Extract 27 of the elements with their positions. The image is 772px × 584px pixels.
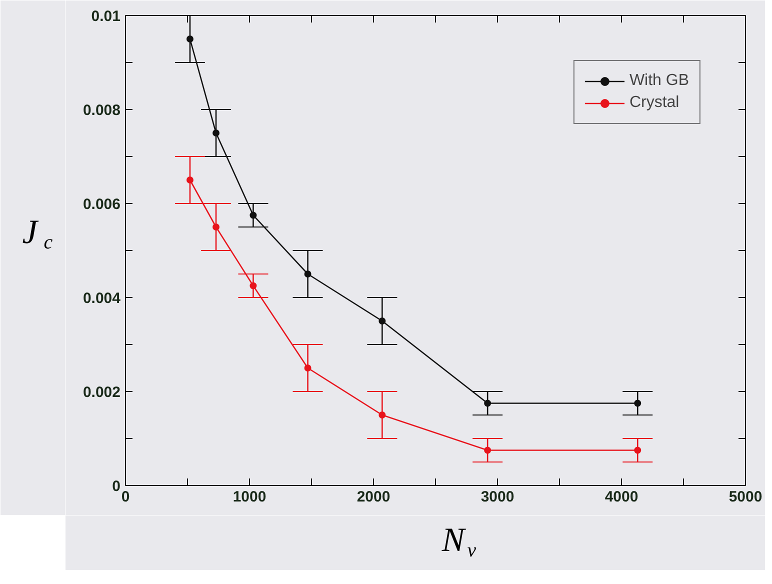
x-tick-label: 2000 (356, 488, 390, 506)
point (186, 176, 194, 184)
y-tick-label: 0.01 (91, 8, 121, 25)
point (378, 318, 386, 324)
legend-label: With GB (629, 72, 689, 90)
legend-label: Crystal (629, 94, 680, 112)
point (378, 412, 386, 418)
y-tick-label: 0.004 (82, 290, 122, 307)
point (304, 364, 312, 372)
y-tick-label: 0.002 (82, 384, 121, 401)
point (212, 224, 220, 230)
x-tick-label: 3000 (480, 488, 514, 506)
point (186, 36, 194, 42)
point (212, 130, 220, 136)
y-tick-label: 0.008 (82, 102, 121, 119)
x-tick-label: 5000 (728, 488, 762, 506)
x-tick-label: 1000 (232, 488, 266, 506)
point (484, 446, 492, 454)
point (250, 212, 257, 219)
point (304, 270, 312, 278)
point (634, 400, 642, 407)
y-tick-label: 0.006 (82, 196, 121, 213)
point (634, 446, 642, 454)
point (484, 400, 492, 407)
y-tick-label: 0 (112, 478, 120, 495)
x-tick-label: 4000 (604, 488, 638, 506)
point (250, 282, 257, 290)
